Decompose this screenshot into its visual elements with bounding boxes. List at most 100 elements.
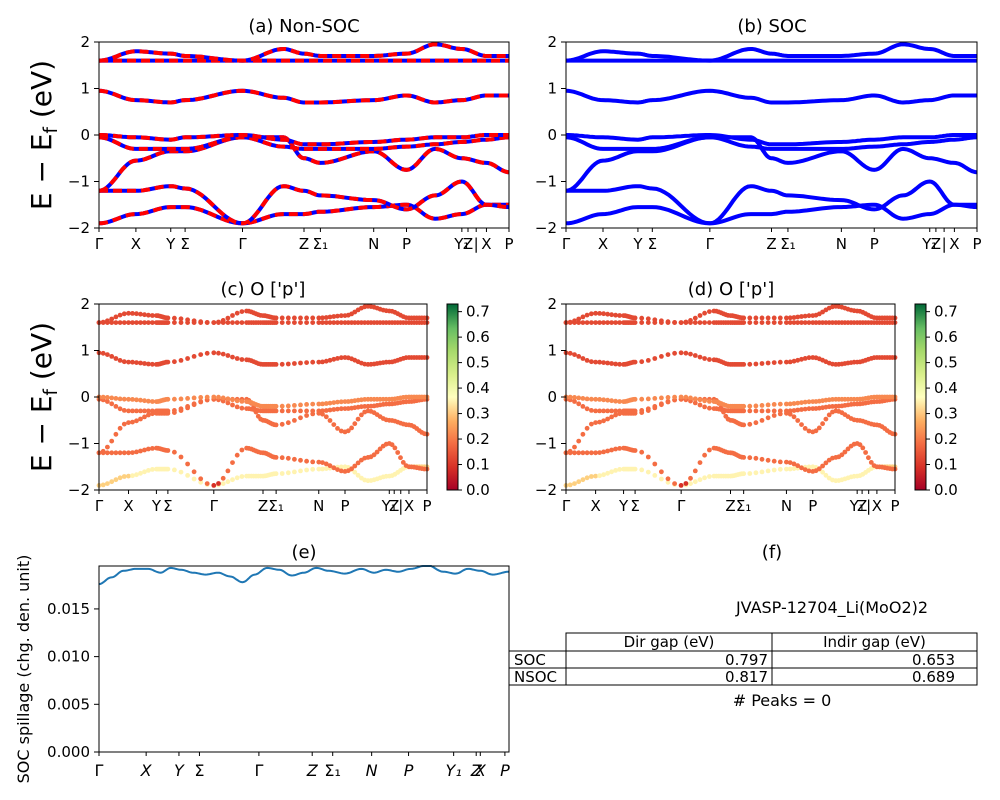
band-point	[220, 318, 226, 323]
x-tick-label: Z	[306, 761, 319, 780]
band-point	[802, 467, 808, 472]
band-point	[138, 470, 143, 476]
band-point	[820, 469, 825, 475]
band-point	[100, 448, 106, 454]
band-point	[165, 359, 171, 365]
band-point	[204, 350, 210, 356]
band-point	[304, 413, 309, 418]
band-point	[292, 403, 297, 408]
band-point	[799, 356, 804, 362]
band-point	[784, 401, 789, 407]
band-point	[759, 456, 765, 462]
band-point	[150, 320, 155, 325]
band-point	[665, 476, 671, 482]
y-tick-label: 1	[547, 80, 557, 98]
band-point	[753, 403, 759, 409]
y-tick-label: 2	[80, 295, 90, 313]
band-point	[100, 482, 106, 488]
band-point	[741, 403, 747, 409]
band-point	[126, 473, 131, 479]
x-tick-label: Σ₁	[324, 761, 341, 780]
panel-d-title: (d) O ['p']	[688, 279, 774, 300]
band-point	[795, 418, 801, 423]
band-point	[298, 408, 303, 414]
band-dash-7	[98, 42, 509, 63]
band-point	[331, 320, 337, 325]
table-cell-indir: 0.653	[912, 651, 955, 669]
band-point	[645, 454, 651, 460]
band-point	[130, 320, 135, 325]
band-point	[747, 315, 753, 321]
x-tick-label: Γ	[210, 497, 219, 515]
band-point	[765, 408, 771, 414]
panel-f-title: (f)	[762, 542, 782, 563]
band-point	[178, 406, 184, 412]
band-point	[191, 395, 197, 401]
y-tick-label: −2	[68, 219, 90, 237]
band-point	[632, 315, 638, 321]
y-tick-label: 0	[80, 388, 90, 406]
band-point	[273, 315, 279, 321]
band-point	[230, 313, 235, 318]
band-point	[747, 455, 753, 461]
band-point	[741, 362, 747, 367]
band-point	[617, 408, 622, 414]
plot-frame	[565, 41, 978, 229]
band-point	[134, 408, 139, 414]
band-point	[298, 468, 303, 474]
band-point	[230, 402, 235, 408]
band-point	[211, 320, 217, 325]
x-tick-label: Z	[766, 235, 776, 253]
band-point	[826, 320, 832, 325]
band-point	[146, 412, 151, 418]
x-tick-label: Z	[725, 497, 735, 515]
band-point	[142, 398, 147, 404]
band-point	[692, 315, 698, 321]
band-point	[765, 468, 771, 474]
band-point	[609, 469, 614, 475]
band-point	[113, 450, 119, 456]
band-point	[787, 460, 793, 465]
band-line-0	[565, 202, 977, 226]
band-dash-4	[99, 133, 509, 147]
band-point	[589, 396, 594, 402]
band-point	[692, 400, 698, 406]
band-point	[747, 421, 753, 427]
band-point	[605, 311, 610, 317]
band-point	[645, 358, 651, 363]
band-point	[567, 482, 573, 488]
band-point	[741, 422, 747, 428]
y-tick-label: −1	[68, 435, 90, 453]
band-point	[665, 352, 671, 357]
band-point	[310, 315, 316, 321]
band-point	[593, 320, 598, 325]
band-point	[777, 359, 783, 365]
band-point	[597, 320, 602, 325]
band-point	[605, 397, 610, 403]
band-point	[130, 408, 135, 414]
band-point	[567, 350, 573, 356]
colorbar-tick-label: 0.6	[934, 328, 958, 346]
band-point	[234, 475, 240, 481]
band-point	[117, 320, 123, 325]
band-point	[791, 466, 797, 471]
band-point	[753, 315, 759, 321]
band-point	[572, 450, 577, 456]
band-point	[191, 354, 197, 359]
band-point	[678, 483, 684, 488]
band-point	[113, 396, 119, 401]
band-point	[791, 414, 797, 420]
band-point	[279, 421, 285, 427]
x-tick-label: Σ	[180, 235, 189, 253]
plot-frame	[98, 303, 428, 491]
x-tick-label: Σ	[648, 235, 657, 253]
x-tick-label: P	[808, 497, 817, 515]
colorbar-tick-label: 0.2	[466, 430, 490, 448]
y-tick-label: 2	[547, 295, 557, 313]
band-point	[327, 400, 333, 406]
x-tick-label: X	[949, 235, 959, 253]
x-tick-label: Σ	[194, 761, 204, 780]
band-point	[692, 353, 698, 358]
band-point	[323, 408, 329, 413]
